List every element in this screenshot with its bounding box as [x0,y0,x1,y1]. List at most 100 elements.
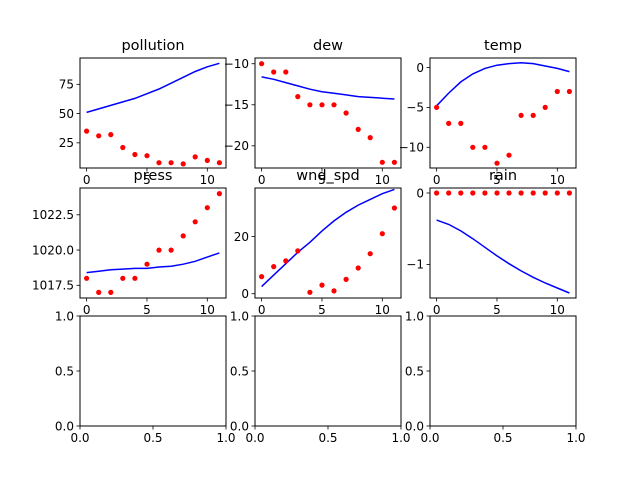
y-tick-label: 0.5 [405,364,424,378]
axes-frame [79,315,227,427]
data-point [458,190,464,196]
data-point [494,190,500,196]
subplot-title: temp [484,38,522,54]
x-tick-label: 0.5 [493,431,512,445]
data-point [132,151,138,158]
data-point [391,205,397,211]
data-point [168,160,174,166]
data-point [331,102,337,108]
y-tick-label: 1.0 [55,309,74,323]
data-point [120,144,126,151]
x-tick-label: 0 [433,173,441,187]
x-tick-label: 10 [550,173,565,187]
y-tick-label: 25 [59,136,74,150]
x-tick-label: 0 [433,303,441,317]
data-point [355,126,361,132]
x-tick-label: 10 [375,173,390,187]
data-point [391,159,397,165]
subplot-empty-7: 0.0 0.5 1.0 0.0 0.5 1.0 [230,309,411,445]
subplot-pollution: 0 5 10 25 50 75 pollution [59,38,227,187]
y-tick-label: 0.0 [230,419,249,433]
data-point [482,144,488,150]
x-tick-label: 1.0 [391,431,410,445]
data-point [542,190,548,196]
data-point [554,88,560,95]
y-tick-label: 50 [59,107,74,121]
series-line [436,219,570,294]
data-point [343,110,349,116]
y-tick-label: −10 [224,57,249,71]
subplot-temp: 0 5 10 0 −5 −10 temp [399,38,577,187]
data-point [307,289,313,295]
y-tick-label: 1020.0 [32,243,74,257]
x-tick-label: 10 [200,173,215,187]
data-point [379,231,385,237]
y-tick-label: 0 [416,186,424,200]
data-point [566,88,573,95]
y-tick-label: 1022.5 [32,208,74,222]
data-point [566,190,573,196]
data-point [331,288,337,294]
data-point [108,289,114,295]
data-point [84,128,90,134]
data-point [367,251,373,257]
y-tick-label: 1.0 [405,309,424,323]
data-point [156,160,162,166]
data-point [192,219,198,225]
data-point [542,104,548,110]
x-tick-label: 5 [318,173,326,187]
subplot-title: rain [489,168,517,184]
subplot-title: dew [313,38,343,54]
data-point [283,258,289,264]
series-line [86,62,220,114]
data-point [367,135,373,141]
subplot-empty-8: 0.0 0.5 1.0 0.0 0.5 1.0 [405,309,586,445]
x-tick-label: 1.0 [566,431,585,445]
data-point [132,275,138,281]
data-point [343,276,349,282]
data-point [108,132,114,138]
y-tick-label: 1.0 [230,309,249,323]
data-point [458,120,464,126]
data-point [295,248,301,254]
data-point [506,152,512,158]
axes-frame [79,187,227,299]
data-point [434,190,440,196]
series-line [436,62,570,107]
axes-frame [429,57,577,169]
axes-frame [429,187,577,299]
y-tick-label: 1017.5 [32,279,74,293]
x-tick-label: 10 [375,303,390,317]
x-tick-label: 5 [318,303,326,317]
series-line [86,252,220,274]
data-point [506,190,512,196]
data-point [530,190,536,196]
data-point [216,160,222,166]
axes-frame [429,315,577,427]
data-point [180,161,186,167]
series-line [261,76,395,100]
data-point [204,205,210,211]
x-tick-label: 0 [83,303,91,317]
data-point [204,157,210,163]
subplot-title: wnd_spd [296,168,359,184]
data-point [283,69,289,75]
data-point [494,160,500,166]
y-tick-label: −5 [406,101,424,115]
y-tick-label: −20 [224,139,249,153]
y-tick-label: 0 [241,287,249,301]
data-point [470,190,476,196]
data-point [446,190,452,196]
data-point [144,261,150,267]
x-tick-label: 1.0 [216,431,235,445]
data-point [554,190,560,196]
subplot-title: press [134,168,173,184]
data-point [319,282,325,288]
data-point [156,247,162,253]
data-point [518,112,524,118]
axes-frame [254,315,402,427]
data-point [259,274,265,280]
data-point [168,247,174,253]
data-point [192,154,198,160]
